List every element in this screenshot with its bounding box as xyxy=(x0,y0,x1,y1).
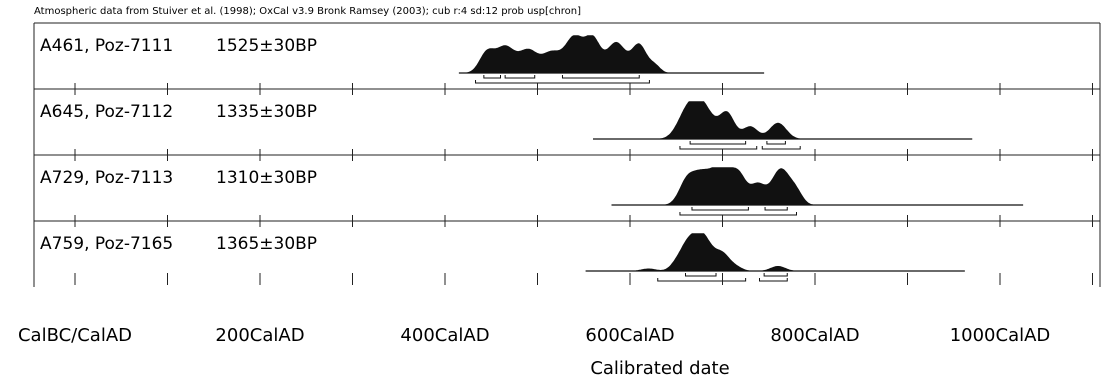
x-axis-title: Calibrated date xyxy=(590,358,729,379)
probability-distribution xyxy=(585,233,965,271)
axis-tick-label: CalBC/CalAD xyxy=(18,325,132,346)
probability-distribution xyxy=(458,35,765,73)
probability-distribution xyxy=(611,167,1024,205)
range-1sigma xyxy=(691,207,749,211)
range-2sigma xyxy=(679,146,758,150)
sample-bp: 1335±30BP xyxy=(216,102,317,122)
range-2sigma xyxy=(679,212,797,216)
range-2sigma xyxy=(657,278,747,282)
axis-tick-label: 600CalAD xyxy=(585,325,674,346)
range-2sigma xyxy=(761,146,801,150)
range-1sigma xyxy=(483,75,501,79)
axis-tick-label: 1000CalAD xyxy=(950,325,1051,346)
sample-row: A645, Poz-7112 1335±30BP xyxy=(33,83,1101,155)
sample-row: A729, Poz-7113 1310±30BP xyxy=(33,149,1101,221)
range-1sigma xyxy=(763,273,788,277)
x-axis: CalBC/CalAD 200CalAD 400CalAD 600CalAD 800Ca… xyxy=(18,273,1093,346)
sample-name: A729, Poz-7113 xyxy=(40,168,173,188)
probability-distribution xyxy=(593,101,973,139)
sample-bp: 1525±30BP xyxy=(216,36,317,56)
range-2sigma xyxy=(475,80,650,84)
sample-bp: 1310±30BP xyxy=(216,168,317,188)
range-1sigma xyxy=(766,141,786,145)
range-1sigma xyxy=(764,207,788,211)
range-1sigma xyxy=(685,273,717,277)
sample-bp: 1365±30BP xyxy=(216,234,317,254)
sample-name: A645, Poz-7112 xyxy=(40,102,173,122)
sample-name: A461, Poz-7111 xyxy=(40,36,173,56)
axis-tick-label: 200CalAD xyxy=(215,325,304,346)
sample-name: A759, Poz-7165 xyxy=(40,234,173,254)
header-note: Atmospheric data from Stuiver et al. (19… xyxy=(34,6,581,17)
range-1sigma xyxy=(561,75,640,79)
sample-row: A461, Poz-7111 1525±30BP xyxy=(33,22,1101,89)
range-1sigma xyxy=(504,75,536,79)
axis-tick-label: 400CalAD xyxy=(400,325,489,346)
axis-tick-label: 800CalAD xyxy=(770,325,859,346)
sample-rows: A461, Poz-7111 1525±30BP A645, Poz-7112 133… xyxy=(33,22,1101,287)
range-1sigma xyxy=(689,141,747,145)
range-2sigma xyxy=(759,278,788,282)
sample-row: A759, Poz-7165 1365±30BP xyxy=(33,215,1101,287)
